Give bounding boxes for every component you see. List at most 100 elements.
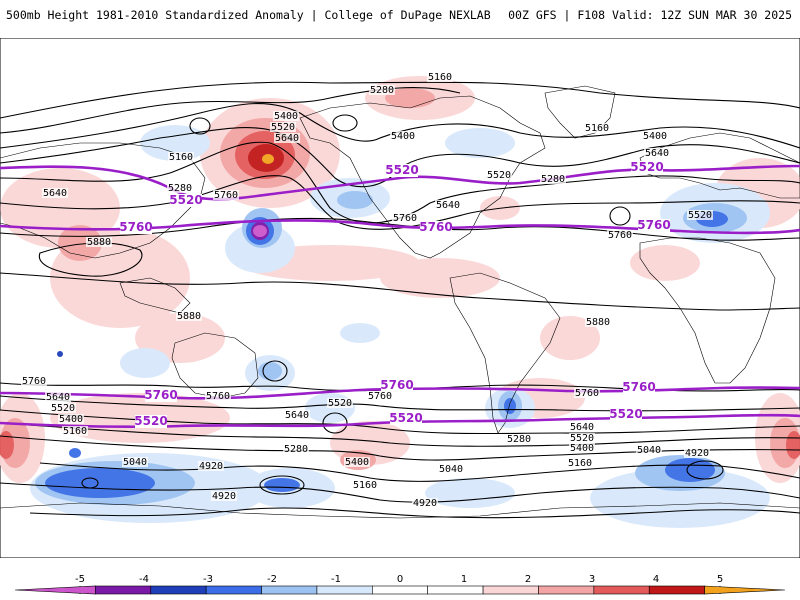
colorbar-segment <box>593 585 650 595</box>
colorbar: -5 -4 -3 -2 -1 0 1 2 3 4 5 <box>14 574 786 595</box>
contour-label: 5400 <box>59 414 83 425</box>
header-bar: 500mb Height 1981-2010 Standardized Anom… <box>0 0 800 36</box>
contour-label: 5160 <box>585 123 609 134</box>
highlight-contour-label: 5520 <box>134 414 167 428</box>
contour-label: 5160 <box>568 458 592 469</box>
highlight-contour-label: 5760 <box>622 380 655 394</box>
contour-label-bg <box>438 464 464 474</box>
contour-label-bg <box>167 183 193 193</box>
contour-label-bg <box>584 123 610 133</box>
contour-label-bg <box>435 200 461 210</box>
contour-label-bg <box>352 480 378 490</box>
contour-label: 5880 <box>586 317 610 328</box>
contour-label: 5040 <box>439 464 463 475</box>
contour-label: 5160 <box>353 480 377 491</box>
contour-label-bg <box>327 398 353 408</box>
colorbar-tick-label: 1 <box>461 574 467 585</box>
anomaly-map: 5160528054005520564051605400516054005640… <box>0 38 800 558</box>
contour-labels: 5160528054005520564051605400516054005640… <box>21 72 713 509</box>
highlight-contour-label: 5760 <box>119 220 152 234</box>
contour-label: 5760 <box>575 388 599 399</box>
contour-label-bg <box>344 457 370 467</box>
highlight-label-bg <box>638 219 670 232</box>
contour-label: 4920 <box>212 491 236 502</box>
colorbar-tick-label: -5 <box>75 574 85 585</box>
colorbar-tick-label: -1 <box>331 574 341 585</box>
contour-label: 5040 <box>637 445 661 456</box>
contour-label: 4920 <box>199 461 223 472</box>
contour-label-bg <box>636 445 662 455</box>
contour-label-bg <box>176 311 202 321</box>
highlight-contour-label: 5520 <box>609 407 642 421</box>
colorbar-segment <box>316 585 373 595</box>
colorbar-tick-label: 4 <box>653 574 659 585</box>
contour-label-bg <box>211 491 237 501</box>
highlight-label-bg <box>390 412 422 425</box>
highlight-label-bg <box>420 221 452 234</box>
contour-label-bg <box>284 410 310 420</box>
colorbar-segment <box>427 585 484 595</box>
contour-label-bg <box>45 392 71 402</box>
contour-label: 4920 <box>685 448 709 459</box>
highlight-label-bg <box>381 379 413 392</box>
coastlines <box>0 85 800 519</box>
contour-label-bg <box>569 443 595 453</box>
contour-label: 5040 <box>123 457 147 468</box>
contour-label-bg <box>585 317 611 327</box>
contour-label-bg <box>283 444 309 454</box>
contour-label: 5640 <box>645 148 669 159</box>
highlight-contour-label: 5760 <box>144 388 177 402</box>
colorbar-tick-label: 3 <box>589 574 595 585</box>
highlight-contour-label: 5520 <box>389 411 422 425</box>
contour-label-bg <box>540 174 566 184</box>
colorbar-tick-label: 0 <box>397 574 403 585</box>
contour-label-bg <box>369 85 395 95</box>
colorbar-tick-label: -4 <box>139 574 149 585</box>
highlight-label-bg <box>135 415 167 428</box>
contour-label: 5400 <box>274 111 298 122</box>
model-run-info: 00Z GFS | F108 Valid: 12Z SUN MAR 30 202… <box>508 8 792 22</box>
contour-label-bg <box>367 391 393 401</box>
contour-label: 5520 <box>688 210 712 221</box>
contour-label: 5280 <box>284 444 308 455</box>
highlight-contour-label: 5520 <box>630 160 663 174</box>
highlight-label-bg <box>145 389 177 402</box>
contour-label-bg <box>21 376 47 386</box>
contour-label-bg <box>574 388 600 398</box>
contour-label: 5640 <box>43 188 67 199</box>
contour-label: 5640 <box>570 422 594 433</box>
contour-label: 5640 <box>46 392 70 403</box>
map-title: 500mb Height 1981-2010 Standardized Anom… <box>6 8 491 22</box>
contour-label-bg <box>567 458 593 468</box>
highlight-label-bg <box>386 164 418 177</box>
contour-label-bg <box>644 148 670 158</box>
contour-label: 5160 <box>428 72 452 83</box>
contour-label: 5520 <box>328 398 352 409</box>
colorbar-segment <box>482 585 539 595</box>
contour-label: 5760 <box>22 376 46 387</box>
colorbar-segment <box>372 585 428 595</box>
contour-label: 5760 <box>368 391 392 402</box>
contour-label: 5760 <box>214 190 238 201</box>
contour-label: 4920 <box>413 498 437 509</box>
contour-label: 5880 <box>177 311 201 322</box>
contour-label-bg <box>122 457 148 467</box>
contour-label-bg <box>427 72 453 82</box>
contour-label-bg <box>42 188 68 198</box>
highlight-contour-label: 5520 <box>169 193 202 207</box>
contour-label-bg <box>50 403 76 413</box>
highlight-contour-label: 5520 <box>385 163 418 177</box>
colorbar-segment <box>150 585 207 595</box>
highlight-label-bg <box>120 221 152 234</box>
highlight-label-bg <box>170 194 202 207</box>
colorbar-segment <box>648 585 705 595</box>
contour-label-bg <box>607 230 633 240</box>
colorbar-segment <box>14 585 96 595</box>
colorbar-segment <box>261 585 318 595</box>
contour-label: 5160 <box>169 152 193 163</box>
contour-label: 5640 <box>275 133 299 144</box>
contour-label: 5520 <box>570 433 594 444</box>
contour-label: 5400 <box>643 131 667 142</box>
highlight-contour-label: 5760 <box>380 378 413 392</box>
